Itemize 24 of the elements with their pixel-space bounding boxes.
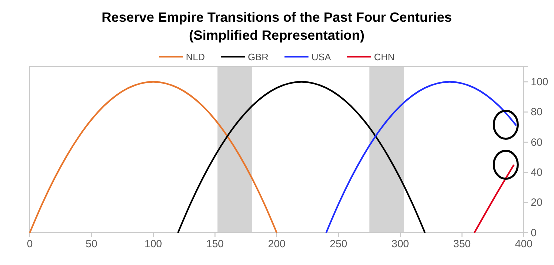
legend-label: NLD xyxy=(186,52,206,64)
legend-label: USA xyxy=(312,52,332,64)
x-tick-label: 150 xyxy=(206,238,224,250)
chart-subtitle: (Simplified Representation) xyxy=(189,28,365,43)
x-tick-label: 400 xyxy=(515,238,533,250)
line-series xyxy=(326,81,518,234)
y-tick-label: 80 xyxy=(531,106,543,119)
y-tick-label: 60 xyxy=(531,136,543,149)
y-tick-label: 0 xyxy=(531,227,537,240)
legend-label: CHN xyxy=(374,52,395,64)
y-tick-label: 100 xyxy=(531,76,549,88)
y-tick-label: 40 xyxy=(531,166,543,179)
x-tick-label: 100 xyxy=(144,238,162,250)
chart-title: Reserve Empire Transitions of the Past Four Centuries xyxy=(102,10,452,25)
y-tick-label: 20 xyxy=(531,197,543,210)
x-tick-label: 300 xyxy=(392,238,410,250)
x-tick-label: 50 xyxy=(86,238,98,250)
x-tick-label: 350 xyxy=(453,238,472,250)
line-series xyxy=(177,81,426,234)
legend-label: GBR xyxy=(248,52,269,64)
x-tick-label: 200 xyxy=(268,238,286,250)
x-tick-label: 0 xyxy=(27,238,34,250)
x-tick-label: 250 xyxy=(330,238,348,250)
line-series xyxy=(29,81,278,234)
